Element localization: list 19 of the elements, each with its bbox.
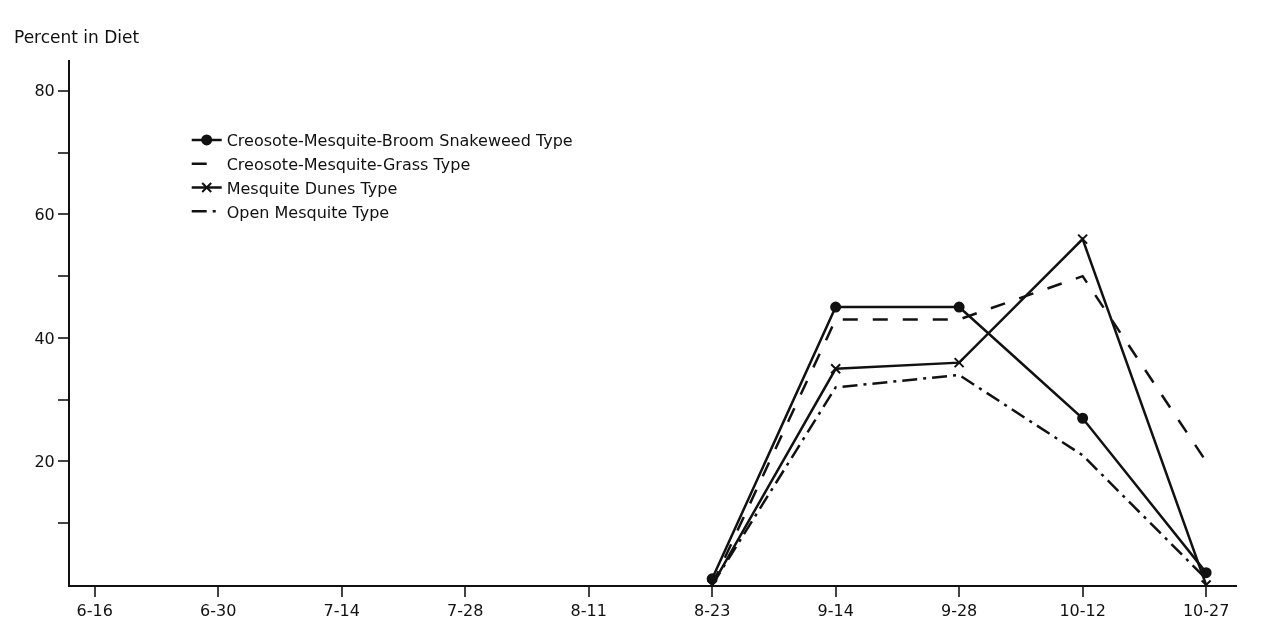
- x-tick-label: 9-28: [940, 601, 978, 621]
- y-tick-label: 20: [34, 452, 55, 472]
- y-axis-title: Percent in Diet: [14, 27, 140, 47]
- x-tick-label: 6-30: [200, 601, 237, 621]
- x-tick-label: 10-27: [1182, 601, 1230, 621]
- legend-label: Creosote-Mesquite-Broom Snakeweed Type: [226, 131, 573, 151]
- x-tick-label: 6-16: [76, 601, 113, 621]
- y-tick-label: 40: [34, 328, 55, 348]
- x-tick-label: 8-23: [694, 601, 731, 621]
- x-tick-label: 7-28: [447, 601, 484, 621]
- legend-label: Creosote-Mesquite-Grass Type: [226, 154, 471, 174]
- y-tick-label: 60: [34, 205, 55, 225]
- x-tick-label: 9-14: [817, 601, 854, 621]
- legend-label: Mesquite Dunes Type: [226, 178, 398, 198]
- x-tick-label: 8-11: [570, 601, 607, 621]
- x-tick-label: 10-12: [1059, 601, 1106, 621]
- x-tick-label: 7-14: [323, 601, 360, 621]
- legend-label: Open Mesquite Type: [226, 202, 390, 222]
- y-tick-label: 80: [34, 81, 55, 101]
